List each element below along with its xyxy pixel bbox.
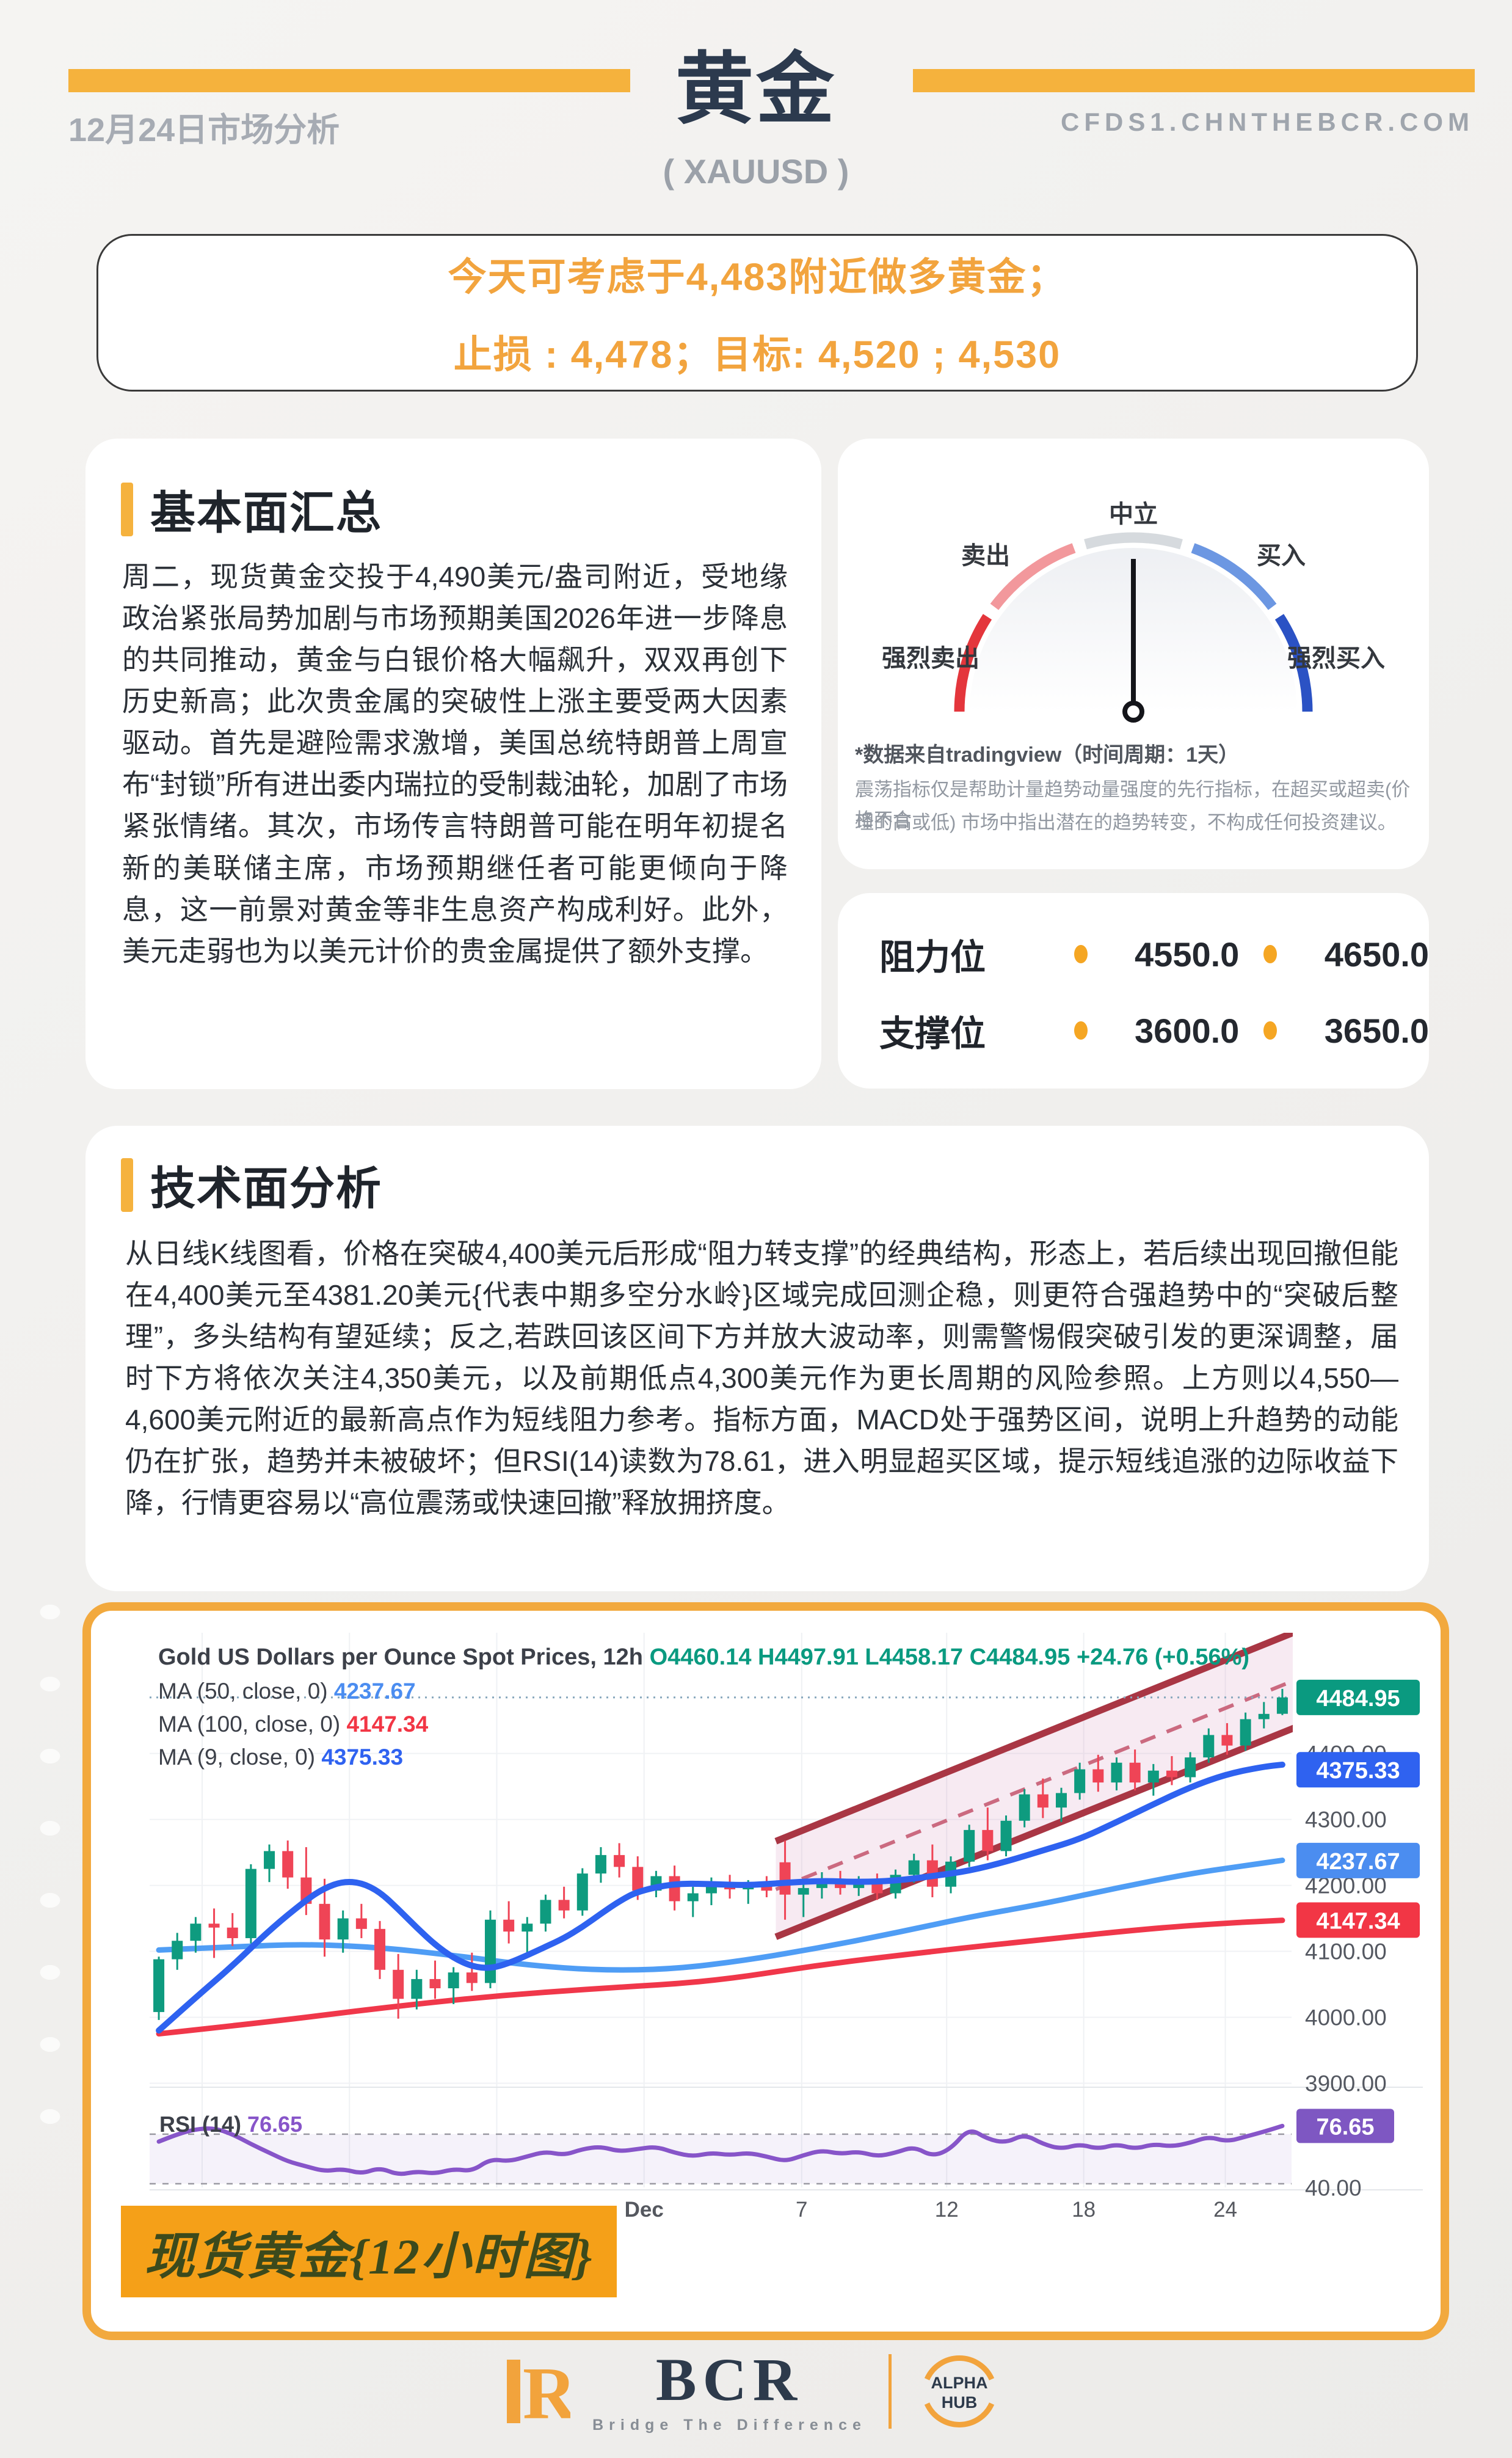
technical-title: 技术面分析	[150, 1163, 382, 1214]
support-label: 支撑位	[879, 1014, 986, 1054]
svg-text:Gold US Dollars per Ounce Spot: Gold US Dollars per Ounce Spot Prices, 1…	[158, 1644, 1249, 1670]
svg-text:RSI (14) 76.65: RSI (14) 76.65	[159, 2112, 302, 2137]
svg-text:12: 12	[935, 2198, 959, 2222]
section-accent-bar	[121, 482, 133, 536]
page-title: 黄金	[675, 46, 837, 133]
bullet-icon	[1074, 1021, 1088, 1040]
resistance-label: 阻力位	[879, 938, 986, 977]
bullet-icon	[1074, 945, 1088, 963]
gauge-segment-neutral	[1084, 532, 1183, 550]
svg-text:HUB: HUB	[942, 2393, 978, 2412]
svg-text:4237.67: 4237.67	[1316, 1849, 1400, 1875]
gauge-segment-buy	[1191, 543, 1277, 610]
svg-text:3900.00: 3900.00	[1305, 2071, 1387, 2096]
support-value-2: 3650.0	[1324, 1011, 1429, 1050]
svg-text:中立: 中立	[1109, 501, 1158, 528]
header-right-bar	[913, 69, 1475, 92]
svg-text:强烈卖出: 强烈卖出	[882, 645, 980, 672]
svg-text:卖出: 卖出	[961, 542, 1010, 569]
svg-text:MA (50, close, 0) 4237.67: MA (50, close, 0) 4237.67	[158, 1679, 416, 1704]
suggestion-line-entry: 今天可考虑于4,483附近做多黄金；	[448, 256, 1067, 299]
bullet-icon	[1263, 945, 1278, 963]
svg-text:24: 24	[1213, 2198, 1237, 2222]
section-accent-bar	[121, 1158, 133, 1212]
svg-text:强烈买入: 强烈买入	[1287, 645, 1385, 672]
svg-text:4147.34: 4147.34	[1316, 1908, 1400, 1934]
fundamental-header: 基本面汇总	[121, 476, 382, 542]
bcr-wordmark: BCR	[655, 2345, 804, 2413]
resistance-value-1: 4550.0	[1135, 935, 1240, 974]
gauge-source-note: *数据来自tradingview（时间周期：1天）	[855, 743, 1240, 767]
svg-text:4484.95: 4484.95	[1316, 1686, 1400, 1712]
technical-card	[85, 1126, 1429, 1591]
support-value-1: 3600.0	[1135, 1011, 1240, 1050]
header-left-bar	[68, 69, 630, 92]
levels-card	[838, 893, 1429, 1089]
support-row: 支撑位 3600.0 3650.0	[838, 1005, 1429, 1056]
bcr-tagline: Bridge The Difference	[592, 2416, 867, 2434]
technical-body: 从日线K线图看，价格在突破4,400美元后形成“阻力转支撑”的经典结构，形态上，…	[125, 1238, 1398, 1519]
svg-text:买入: 买入	[1257, 542, 1306, 569]
report-date: 12月24日市场分析	[68, 112, 340, 148]
chart-card: RSI (14) 76.654400.004300.004200.004100.…	[82, 1602, 1449, 2340]
resistance-row: 阻力位 4550.0 4650.0	[838, 928, 1429, 980]
svg-text:40.00: 40.00	[1305, 2176, 1362, 2201]
technical-header: 技术面分析	[121, 1152, 382, 1217]
svg-text:18: 18	[1072, 2198, 1096, 2222]
svg-text:76.65: 76.65	[1316, 2114, 1374, 2140]
gauge-disclaimer-2: 理的高或低) 市场中指出潜在的趋势转变，不构成任何投资建议。	[855, 812, 1397, 833]
gold-candlestick-chart: RSI (14) 76.654400.004300.004200.004100.…	[150, 1633, 1423, 2230]
fundamental-card	[85, 439, 821, 1089]
bcr-brand: BCR Bridge The Difference	[592, 2349, 867, 2434]
svg-text:MA (100, close, 0) 4147.34: MA (100, close, 0) 4147.34	[158, 1712, 429, 1737]
svg-text:7: 7	[796, 2198, 807, 2222]
bcr-logo-icon: R	[507, 2355, 570, 2428]
resistance-value-2: 4650.0	[1324, 935, 1429, 974]
chart-caption-badge: 现货黄金{12小时图}	[121, 2206, 617, 2297]
fundamental-title: 基本面汇总	[150, 487, 382, 538]
gauge-segment-sell	[990, 543, 1076, 610]
gauge-disclaimer-1: 震荡指标仅是帮助计量趋势动量强度的先行指标，在超买或超卖(价格不合	[855, 779, 1411, 831]
svg-text:4100.00: 4100.00	[1305, 1939, 1387, 1964]
gauge-segment-strong_sell	[954, 614, 992, 712]
fundamental-body: 周二，现货黄金交投于4,490美元/盎司附近，受地缘政治紧张局势加剧与市场预期美…	[122, 561, 788, 967]
suggestion-line-stops: 止损 : 4,478；目标: 4,520 ; 4,530	[453, 334, 1061, 376]
svg-text:4300.00: 4300.00	[1305, 1807, 1387, 1833]
svg-text:R: R	[523, 2355, 570, 2428]
svg-text:ALPHA: ALPHA	[931, 2374, 987, 2392]
trade-suggestion-box: 今天可考虑于4,483附近做多黄金； 止损 : 4,478；目标: 4,520 …	[96, 234, 1418, 392]
svg-text:4000.00: 4000.00	[1305, 2005, 1387, 2030]
bullet-icon	[1263, 1021, 1278, 1040]
svg-text:4375.33: 4375.33	[1316, 1758, 1400, 1784]
symbol-subtitle: ( XAUUSD )	[663, 152, 849, 191]
site-url: CFDS1.CHNTHEBCR.COM	[1061, 108, 1474, 136]
footer-divider	[888, 2354, 892, 2429]
alpha-hub-logo: ALPHA HUB	[924, 2355, 995, 2427]
footer-logos: R BCR Bridge The Difference ALPHA HUB	[0, 2346, 1512, 2437]
svg-text:MA (9, close, 0) 4375.33: MA (9, close, 0) 4375.33	[158, 1745, 403, 1770]
gauge-segment-strong_buy	[1274, 614, 1313, 712]
svg-text:Dec: Dec	[625, 2198, 664, 2222]
